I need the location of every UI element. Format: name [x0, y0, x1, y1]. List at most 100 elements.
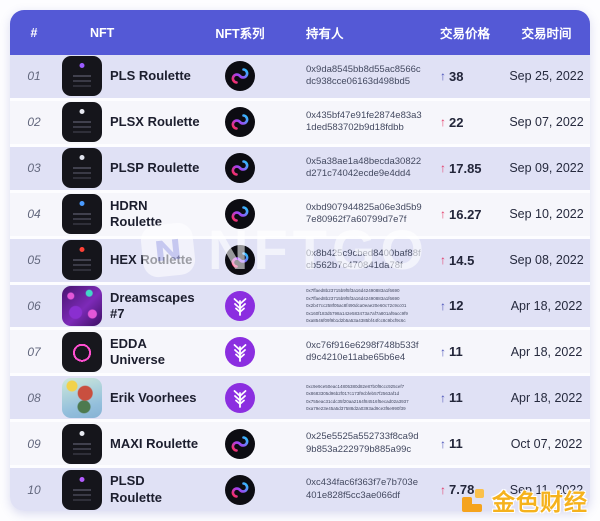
date-label: Sep 10, 2022	[509, 207, 584, 222]
nft-name: MAXI Roulette	[110, 435, 199, 451]
table-row[interactable]: 04 HDRN Roulette	[10, 192, 590, 239]
rank-label: 07	[27, 344, 41, 359]
rank-label: 08	[27, 390, 41, 405]
nft-name: Erik Voorhees	[110, 389, 197, 405]
nft-name: HEX Roulette	[110, 251, 193, 267]
price-value: 7.78	[449, 482, 475, 498]
header-cell-rank: #	[30, 25, 38, 40]
rank-label: 02	[27, 115, 41, 130]
series-cell	[200, 153, 280, 184]
trend-up-arrow-icon: ↑	[440, 344, 446, 359]
trend-up-arrow-icon: ↑	[440, 207, 446, 222]
price-cell: ↑ 11	[426, 436, 503, 451]
table-row[interactable]: 06 Dreamscapes #7	[10, 284, 590, 331]
pulse-logo-icon	[225, 199, 255, 230]
date-label: Sep 25, 2022	[509, 69, 584, 84]
thumbnail-lines	[73, 488, 91, 491]
trend-up-arrow-icon: ↑	[440, 253, 446, 268]
rank-label: 10	[27, 482, 41, 497]
nft-cell: PLSD Roulette	[58, 469, 200, 510]
thumbnail-dot	[79, 155, 85, 161]
thumbnail-lines	[73, 213, 91, 216]
series-cell	[200, 336, 280, 367]
thumbnail-dot	[79, 109, 85, 115]
series-cell	[200, 245, 280, 276]
rank-label: 06	[27, 298, 41, 313]
price-cell: ↑ 11	[426, 344, 503, 359]
nft-name: PLSP Roulette	[110, 160, 200, 176]
price-value: 17.85	[449, 160, 482, 176]
nft-cell: PLSP Roulette	[58, 148, 200, 189]
nft-cell: HEX Roulette	[58, 240, 200, 281]
thumbnail-dot	[79, 201, 85, 207]
holder-address: 0xbd907944825a06e3d5b97e80962f7a60799d7e…	[306, 201, 422, 226]
thumbnail-lines	[73, 442, 91, 445]
nft-thumbnail	[62, 102, 102, 143]
rank-label: 04	[27, 207, 41, 222]
price-value: 11	[449, 436, 463, 452]
holder-address: 0x435bf47e91fe2874e83a31ded583702b9d18fd…	[306, 110, 422, 134]
date-label: Sep 11, 2022	[509, 482, 584, 497]
date-label: Sep 09, 2022	[509, 161, 584, 176]
series-cell	[200, 199, 280, 230]
price-cell: ↑ 7.78	[426, 482, 503, 497]
tree-logo-icon	[225, 336, 255, 367]
rank-label: 03	[27, 161, 41, 176]
price-value: 11	[449, 344, 463, 360]
trend-up-arrow-icon: ↑	[440, 436, 446, 451]
table-row[interactable]: 08 Erik Voorhees	[10, 376, 590, 423]
nft-thumbnail	[62, 240, 102, 281]
nft-name: PLSD Roulette	[110, 473, 162, 505]
nft-table-card: # NFT NFT系列 持有人 交易价格 交易时间 01 PLS Roulett…	[10, 10, 590, 511]
pulse-logo-icon	[225, 428, 255, 459]
date-label: Oct 07, 2022	[510, 436, 583, 451]
price-cell: ↑ 22	[426, 115, 503, 130]
series-cell	[200, 290, 280, 321]
nft-cell: Erik Voorhees	[58, 377, 200, 418]
series-cell	[200, 474, 280, 505]
header-cell-price: 交易价格	[440, 27, 491, 41]
header-cell-date: 交易时间	[521, 27, 572, 41]
nft-thumbnail	[62, 469, 102, 510]
thumbnail-lines	[73, 259, 91, 262]
table-row[interactable]: 07 EDDA Universe	[10, 330, 590, 377]
holder-address: 0xc76f916e6298f748b533fd9c4210e11abe65b6…	[306, 339, 419, 363]
holder-address: 0x5a38ae1a48becda30822d271c74042ecde9e4d…	[306, 155, 422, 180]
pulse-logo-icon	[225, 107, 255, 138]
header-cell-holder: 持有人	[306, 27, 344, 41]
table-row[interactable]: 03 PLSP Roulette	[10, 146, 590, 193]
trend-up-arrow-icon: ↑	[440, 482, 446, 497]
table-row[interactable]: 10 PLSD Roulette	[10, 468, 590, 511]
table-row[interactable]: 05 HEX Roulette	[10, 238, 590, 285]
thumbnail-lines	[73, 121, 91, 124]
holder-address: 0xc434fac6f363f7e7b703e401e828f5cc3ae066…	[306, 477, 418, 501]
nft-cell: PLS Roulette	[58, 56, 200, 97]
price-cell: ↑ 14.5	[426, 253, 503, 268]
nft-thumbnail	[62, 331, 102, 372]
date-label: Sep 07, 2022	[509, 115, 584, 130]
thumbnail-lines	[73, 75, 91, 78]
header-cell-series: NFT系列	[215, 27, 265, 41]
pulse-logo-icon	[225, 245, 255, 276]
holder-address: 0x25e5525a552733f8ca9d9b853a222979b885a9…	[306, 431, 419, 455]
price-value: 22	[449, 114, 464, 130]
nft-name: PLS Roulette	[110, 68, 191, 84]
holder-address: 0x8b425c9cbed8400baf88fcb562b7c470841da7…	[306, 247, 421, 272]
nft-cell: HDRN Roulette	[58, 194, 200, 235]
nft-thumbnail	[62, 56, 102, 97]
tree-logo-icon	[225, 290, 255, 321]
table-row[interactable]: 02 PLSX Roulette	[10, 100, 590, 147]
rank-label: 05	[27, 253, 41, 268]
date-label: Apr 18, 2022	[510, 298, 583, 313]
table-body: 01 PLS Roulette	[10, 55, 590, 511]
table-row[interactable]: 01 PLS Roulette	[10, 55, 590, 101]
nft-thumbnail	[62, 377, 102, 418]
trend-up-arrow-icon: ↑	[440, 69, 446, 84]
nft-thumbnail	[62, 194, 102, 235]
nft-thumbnail	[62, 148, 102, 189]
header-cell-nft: NFT	[90, 25, 115, 40]
table-row[interactable]: 09 MAXI Roulette	[10, 422, 590, 469]
price-cell: ↑ 12	[426, 298, 503, 313]
price-value: 11	[449, 390, 463, 406]
price-cell: ↑ 16.27	[426, 207, 503, 222]
